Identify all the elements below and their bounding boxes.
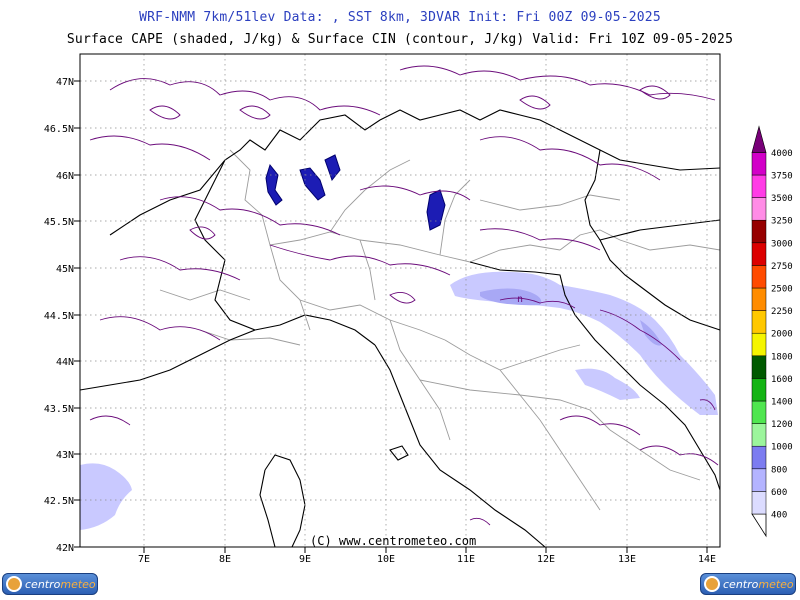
cin-contour-label: n (517, 294, 523, 305)
longitude-labels: 7E 8E 9E 10E 11E 12E 13E 14E (138, 547, 716, 565)
legend-level-label: 1800 (771, 352, 793, 362)
lat-label: 42N (56, 543, 74, 554)
legend-swatch (751, 423, 767, 447)
lat-label: 43N (56, 450, 74, 461)
legend-level-label: 1000 (771, 443, 793, 453)
cape-area-marche (575, 368, 640, 400)
field-description-title: Surface CAPE (shaded, J/kg) & Surface CI… (66, 32, 734, 47)
legend-swatch (751, 468, 767, 492)
legend-level-label: 3000 (771, 239, 793, 249)
lon-label: 7E (138, 554, 150, 565)
legend-top-arrow (751, 125, 767, 153)
legend-level-label: 3750 (771, 172, 793, 182)
legend-level-label: 4000 (771, 149, 793, 159)
lat-label: 45.5N (44, 217, 74, 228)
legend-level-label: 2500 (771, 285, 793, 295)
logo-sun-icon (6, 576, 22, 592)
legend-swatch (751, 491, 767, 515)
legend-swatch (751, 355, 767, 379)
latitude-labels: 47N 46.5N 46N 45.5N 45N 44.5N 44N 43.5N … (44, 77, 80, 554)
legend-level-label: 2750 (771, 262, 793, 272)
legend-bottom-arrow (751, 513, 767, 538)
cape-core-po-delta (480, 288, 542, 306)
lon-label: 11E (457, 554, 475, 565)
lat-label: 47N (56, 77, 74, 88)
cape-area-adriatic (450, 271, 718, 415)
legend-swatch (751, 310, 767, 334)
legend-level-label: 2000 (771, 330, 793, 340)
lat-label: 46.5N (44, 124, 74, 135)
legend-swatch (751, 400, 767, 424)
legend-level-label: 400 (771, 511, 787, 521)
legend-swatch (751, 332, 767, 357)
legend-swatch (751, 445, 767, 470)
lon-label: 8E (219, 554, 231, 565)
logo-text: centrometeo (723, 577, 794, 591)
lon-label: 12E (537, 554, 555, 565)
lat-label: 44N (56, 357, 74, 368)
centrometeo-logo-right[interactable]: centrometeo (700, 573, 796, 595)
lake-iseo (324, 154, 341, 182)
regional-borders (159, 149, 721, 511)
legend-level-label: 1400 (771, 398, 793, 408)
lon-label: 9E (299, 554, 311, 565)
legend-level-label: 3500 (771, 194, 793, 204)
lat-label: 42.5N (44, 496, 74, 507)
copyright-text: (C) www.centrometeo.com (310, 534, 477, 548)
cin-contours (89, 65, 719, 526)
cape-color-legend: 400 600 800 1000 1200 1400 1600 1800 2000 2250 250… (751, 125, 793, 538)
legend-level-label: 2250 (771, 307, 793, 317)
logo-sun-icon (704, 576, 720, 592)
legend-swatch (751, 174, 767, 198)
national-borders-coastline (79, 109, 721, 548)
lat-label: 46N (56, 171, 74, 182)
graticule (80, 54, 720, 547)
legend-swatch (751, 152, 767, 176)
legend-swatch (751, 287, 767, 311)
map-frame (79, 53, 721, 548)
lon-label: 10E (377, 554, 395, 565)
cape-core-adriatic (640, 320, 662, 346)
logo-text: centrometeo (25, 577, 96, 591)
legend-swatch (751, 219, 767, 244)
lon-label: 14E (698, 554, 716, 565)
legend-swatch (751, 265, 767, 289)
legend-level-label: 600 (771, 488, 787, 498)
centrometeo-logo-left[interactable]: centrometeo (2, 573, 98, 595)
legend-level-label: 3250 (771, 217, 793, 227)
legend-level-label: 1600 (771, 375, 793, 385)
cape-shading (80, 271, 718, 530)
lake-garda (426, 189, 446, 231)
legend-swatch (751, 378, 767, 402)
lat-label: 44.5N (44, 311, 74, 322)
legend-swatch (751, 197, 767, 221)
legend-swatch (751, 242, 767, 266)
cape-shading-darker (480, 288, 662, 346)
lat-label: 43.5N (44, 404, 74, 415)
lon-label: 13E (618, 554, 636, 565)
legend-level-label: 1200 (771, 420, 793, 430)
model-info-title: WRF-NMM 7km/51lev Data: , SST 8km, 3DVAR… (139, 10, 661, 25)
legend-level-label: 800 (771, 465, 787, 475)
lat-label: 45N (56, 264, 74, 275)
cape-area-corsica (80, 463, 132, 530)
